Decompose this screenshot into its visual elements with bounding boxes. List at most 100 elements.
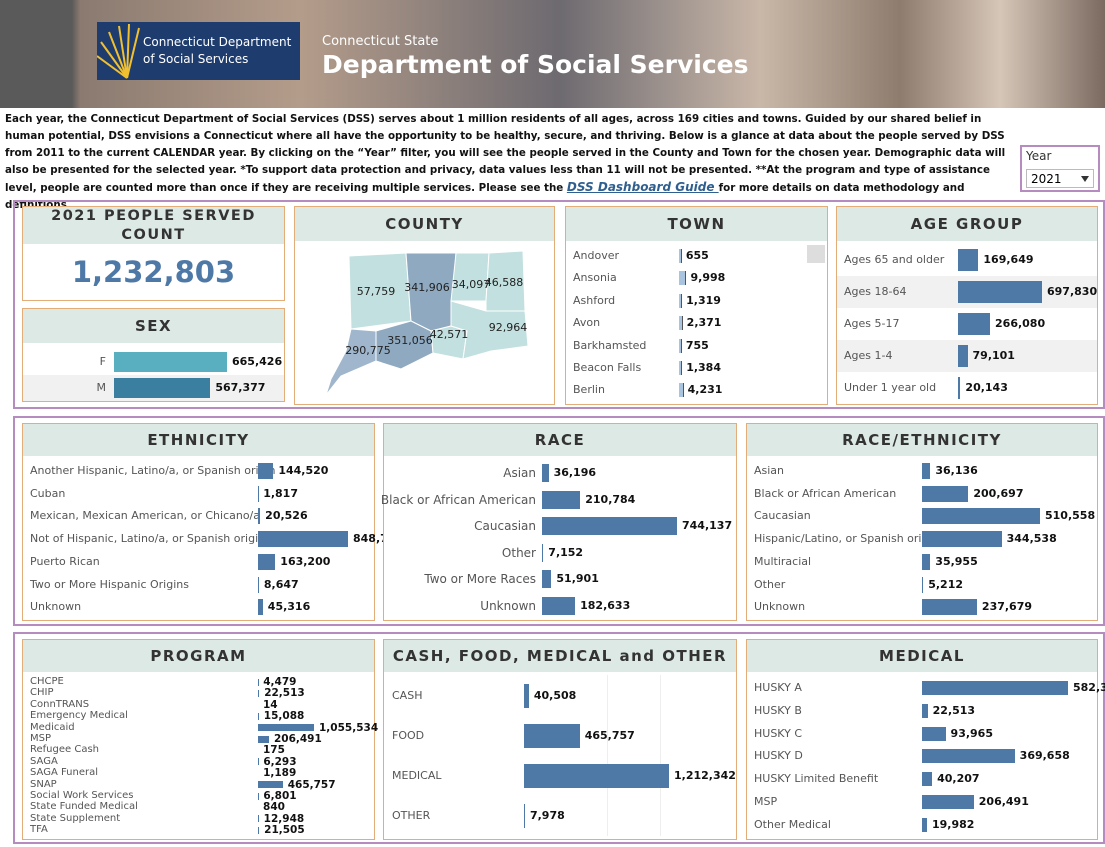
bar xyxy=(922,553,931,570)
bar xyxy=(922,531,1002,548)
county-shape[interactable] xyxy=(325,328,377,396)
header-title: Department of Social Services xyxy=(322,50,749,79)
category-label: Asian xyxy=(503,466,536,480)
value-label: 210,784 xyxy=(585,492,636,506)
value-label: 1,189 xyxy=(263,767,297,780)
value-label: 5,212 xyxy=(928,577,963,591)
county-label: 57,759 xyxy=(357,285,396,298)
value-label: 665,426 xyxy=(232,355,283,368)
value-label: 182,633 xyxy=(580,599,631,612)
value-label: 4,479 xyxy=(263,676,297,688)
bar xyxy=(958,249,979,271)
bar xyxy=(679,316,683,331)
value-label: 36,136 xyxy=(935,464,978,477)
assistance-panel: CASH, FOOD, MEDICAL and OTHER xyxy=(383,639,737,840)
value-label: 163,200 xyxy=(280,554,331,568)
category-label: Caucasian xyxy=(754,509,811,523)
bar xyxy=(524,684,529,708)
county-shape[interactable] xyxy=(450,300,529,360)
logo-line: of Social Services xyxy=(143,52,249,66)
bar xyxy=(958,281,1042,303)
county-shape[interactable] xyxy=(450,252,490,302)
value-label: 79,101 xyxy=(972,349,1015,362)
bar xyxy=(922,599,977,616)
category-label: Refugee Cash xyxy=(30,744,99,756)
value-label: 144,520 xyxy=(278,464,329,477)
value-label: 22,513 xyxy=(264,687,305,700)
guide-link[interactable]: DSS Dashboard Guide xyxy=(566,180,719,194)
bar xyxy=(258,599,263,616)
category-label: HUSKY Limited Benefit xyxy=(754,772,879,786)
grid-line xyxy=(606,675,608,836)
value-label: 266,080 xyxy=(995,317,1046,330)
bar xyxy=(679,361,683,375)
bar xyxy=(542,490,581,509)
bar xyxy=(258,689,260,697)
value-label: 206,491 xyxy=(978,795,1029,808)
count-panel: 2021 PEOPLE SERVED COUNT 1,232,803 xyxy=(22,206,285,301)
category-label: Beacon Falls xyxy=(573,361,642,374)
category-label: Social Work Services xyxy=(30,790,134,801)
value-label: 237,679 xyxy=(981,600,1033,614)
value-label: 35,955 xyxy=(935,554,978,568)
bar xyxy=(114,378,211,398)
bar xyxy=(922,749,1015,764)
panel-title: 2021 PEOPLE SERVED COUNT xyxy=(23,207,284,244)
panel-title: SEX xyxy=(23,309,284,343)
bar xyxy=(258,553,276,570)
category-label: Multiracial xyxy=(754,554,812,568)
bar xyxy=(679,338,682,353)
category-label: Andover xyxy=(573,249,620,262)
logo-text: Connecticut Department of Social Service… xyxy=(143,34,291,68)
panel-title: COUNTY xyxy=(295,207,554,241)
county-label: 46,588 xyxy=(485,276,524,289)
county-label: 351,056 xyxy=(387,334,433,347)
category-label: Hispanic/Latino, or Spanish origin xyxy=(754,532,939,546)
value-label: 567,377 xyxy=(215,381,266,394)
bar xyxy=(922,508,1040,525)
panel-title: RACE xyxy=(384,424,736,456)
bar xyxy=(258,508,261,525)
category-label: MSP xyxy=(754,795,778,808)
value-label: 4,231 xyxy=(687,383,723,397)
category-label: Unknown xyxy=(754,600,806,614)
category-label: Ages 18-64 xyxy=(844,285,907,298)
category-label: HUSKY A xyxy=(754,681,802,694)
bar xyxy=(958,345,968,367)
header-subtitle: Connecticut State xyxy=(322,34,439,49)
value-label: 744,137 xyxy=(682,519,733,533)
category-label: ConnTRANS xyxy=(30,698,90,710)
category-label: Two or More Races xyxy=(424,572,536,587)
category-label: Emergency Medical xyxy=(30,710,128,722)
bar xyxy=(922,726,946,741)
value-label: 12,948 xyxy=(263,812,305,825)
category-label: SAGA xyxy=(30,755,58,767)
category-label: Berlin xyxy=(573,383,605,397)
bar xyxy=(922,485,969,502)
category-label: OTHER xyxy=(392,809,431,822)
category-label: Other xyxy=(754,577,786,591)
category-label: Ashford xyxy=(573,293,616,307)
year-select[interactable]: 2021 xyxy=(1026,169,1094,188)
bar xyxy=(542,543,544,562)
value-label: 175 xyxy=(263,744,285,757)
value-label: 510,558 xyxy=(1045,509,1096,523)
bar xyxy=(524,804,525,828)
category-label: Barkhamsted xyxy=(573,338,647,352)
value-label: 344,538 xyxy=(1006,532,1057,546)
category-label: Mexican, Mexican American, or Chicano/a xyxy=(30,509,261,523)
category-label: Under 1 year old xyxy=(844,381,937,394)
value-label: 200,697 xyxy=(973,486,1024,500)
value-label: 8,647 xyxy=(263,577,299,591)
bar xyxy=(922,817,927,832)
category-label: Not of Hispanic, Latino/a, or Spanish or… xyxy=(30,532,266,546)
bar xyxy=(679,249,682,263)
value-label: 1,384 xyxy=(686,361,721,374)
bar xyxy=(524,724,580,748)
county-label: 341,906 xyxy=(404,281,450,294)
logo: Connecticut Department of Social Service… xyxy=(97,22,300,80)
bar xyxy=(679,271,687,286)
panel-title: MEDICAL xyxy=(747,640,1097,672)
bar xyxy=(258,815,259,823)
